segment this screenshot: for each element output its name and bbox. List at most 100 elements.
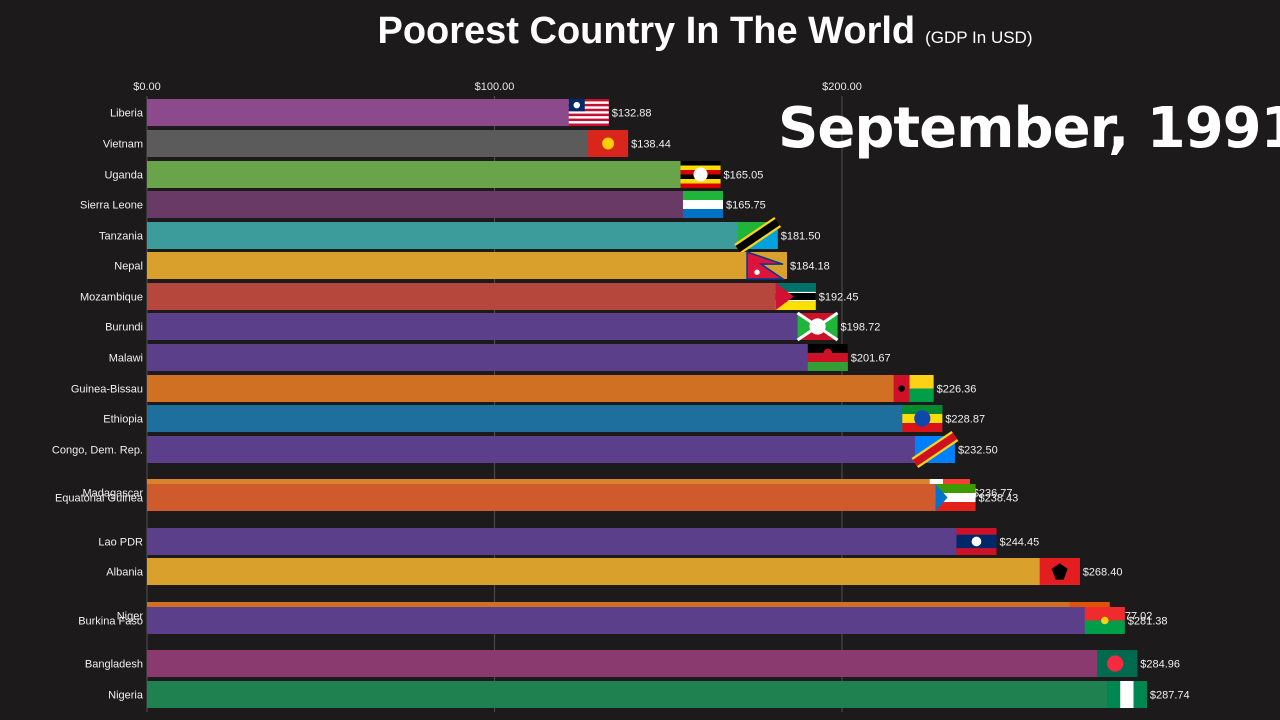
bar-row-vietnam: Vietnam $138.44 [103, 130, 671, 157]
bar-row-nepal: Nepal $184.18 [114, 250, 830, 280]
value-label: $132.88 [612, 108, 652, 120]
bar-row-sierra-leone: Sierra Leone $165.75 [80, 191, 766, 218]
country-label: Albania [106, 567, 144, 579]
albania-flag [1039, 558, 1080, 585]
value-label: $281.38 [1128, 616, 1168, 628]
country-label: Guinea-Bissau [71, 384, 143, 396]
bar-row-albania: Albania $268.40 [106, 558, 1122, 585]
country-label: Equatorial Guinea [55, 493, 144, 505]
bar [147, 528, 997, 555]
bar [147, 558, 1080, 585]
value-label: $236.77 [973, 488, 1013, 500]
bar [147, 436, 955, 463]
bar-row-burkina-faso: Burkina Faso $281.38 [78, 607, 1168, 634]
value-label: $228.87 [945, 414, 985, 426]
nepal-flag [746, 250, 786, 280]
equatorial-guinea-flag [935, 484, 976, 511]
bar [147, 222, 778, 249]
bar-row-congo-dem-rep: Congo, Dem. Rep. $232.50 [52, 430, 998, 469]
bar [147, 484, 976, 511]
value-label: $198.72 [841, 322, 881, 334]
vietnam-flag [588, 130, 629, 157]
chart-title: Poorest Country In The World [377, 10, 916, 52]
country-label: Burundi [105, 322, 143, 334]
country-label: Tanzania [99, 231, 144, 243]
x-tick-label: $200.00 [822, 81, 862, 93]
country-label: Vietnam [103, 139, 143, 151]
x-tick-label: $0.00 [133, 81, 161, 93]
country-label: Malawi [109, 353, 143, 365]
bar [147, 607, 1125, 634]
x-tick-label: $100.00 [475, 81, 515, 93]
bar [147, 130, 629, 157]
guinea-bissau-flag [893, 375, 934, 402]
mozambique-flag [775, 283, 816, 310]
bar-row-lao-pdr: Lao PDR $244.45 [98, 528, 1039, 555]
bar [147, 252, 788, 279]
bar-row-ethiopia: Ethiopia $228.87 [103, 405, 985, 432]
value-label: $165.75 [726, 200, 766, 212]
malawi-flag [807, 344, 848, 371]
value-label: $184.18 [790, 261, 830, 273]
country-label: Madagascar [82, 488, 143, 500]
country-label: Uganda [104, 170, 143, 182]
value-label: $238.43 [979, 493, 1019, 505]
chart-subtitle: (GDP In USD) [925, 28, 1033, 47]
country-label: Sierra Leone [80, 200, 143, 212]
ethiopia-flag [902, 405, 943, 432]
country-label: Mozambique [80, 292, 143, 304]
value-label: $244.45 [999, 537, 1039, 549]
country-label: Ethiopia [103, 414, 144, 426]
tanzania-flag [734, 216, 782, 255]
bar [147, 375, 934, 402]
value-label: $181.50 [781, 231, 821, 243]
country-label: Nepal [114, 261, 143, 273]
bar-row-mozambique: Mozambique $192.45 [80, 283, 859, 310]
value-label: $268.40 [1083, 567, 1123, 579]
country-label: Lao PDR [98, 537, 143, 549]
burundi-flag [796, 311, 839, 342]
sierra-leone-flag [682, 191, 723, 218]
country-label: Nigeria [108, 690, 144, 702]
bangladesh-flag [1097, 650, 1138, 677]
value-label: $284.96 [1140, 659, 1180, 671]
value-label: $192.45 [819, 292, 859, 304]
bar-row-guinea-bissau: Guinea-Bissau $226.36 [71, 375, 977, 402]
value-label: $138.44 [631, 139, 671, 151]
bar-row-burundi: Burundi $198.72 [105, 311, 881, 342]
nigeria-flag [1106, 681, 1147, 708]
congo-flag [911, 430, 959, 469]
liberia-flag [568, 99, 609, 126]
burkina-faso-flag [1084, 607, 1125, 634]
value-label: $165.05 [724, 170, 764, 182]
country-label: Bangladesh [85, 659, 143, 671]
country-label: Liberia [110, 108, 144, 120]
country-label: Congo, Dem. Rep. [52, 445, 143, 457]
bar-row-liberia: Liberia $132.88 [110, 99, 652, 126]
value-label: $201.67 [851, 353, 891, 365]
country-label: Burkina Faso [78, 616, 143, 628]
country-label: Niger [117, 611, 144, 623]
chart-title-block: Poorest Country In The World (GDP In USD) [0, 10, 1280, 53]
bar [147, 344, 848, 371]
period-label: September, 1991 [778, 96, 1280, 161]
value-label: $226.36 [937, 384, 977, 396]
bar-row-equatorial-guinea: Equatorial Guinea $238.43 [55, 484, 1018, 511]
bar [147, 191, 723, 218]
bar-row-uganda: Uganda $165.05 [104, 161, 763, 188]
bar [147, 313, 838, 340]
bar [147, 405, 943, 432]
bar-row-tanzania: Tanzania $181.50 [99, 216, 821, 255]
uganda-flag [680, 161, 721, 188]
bar [147, 681, 1147, 708]
value-label: $232.50 [958, 445, 998, 457]
value-label: $287.74 [1150, 690, 1190, 702]
bar [147, 283, 816, 310]
bar [147, 99, 609, 126]
bar [147, 161, 721, 188]
bar-row-bangladesh: Bangladesh $284.96 [85, 650, 1180, 677]
bar-row-malawi: Malawi $201.67 [109, 344, 891, 371]
lao-flag [956, 528, 997, 555]
bar [147, 650, 1138, 677]
